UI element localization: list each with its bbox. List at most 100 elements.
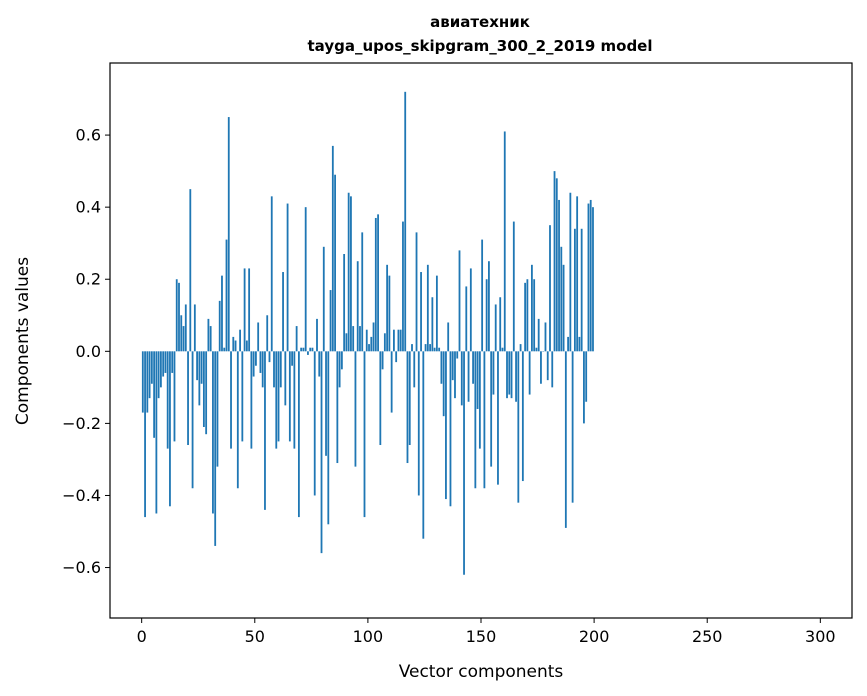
bar	[311, 347, 314, 352]
bar	[309, 347, 312, 352]
bar	[587, 203, 590, 352]
bar	[302, 347, 305, 352]
bar	[506, 351, 508, 399]
bar	[524, 282, 527, 352]
x-tick-label: 100	[353, 627, 384, 646]
bar	[245, 340, 248, 352]
bar	[334, 174, 336, 352]
bar	[573, 228, 576, 352]
bar	[499, 297, 502, 352]
bar	[329, 290, 332, 352]
bar	[236, 351, 239, 489]
bar	[261, 351, 264, 388]
bar	[383, 333, 386, 352]
bar	[512, 221, 515, 352]
bar	[255, 351, 257, 366]
bar	[277, 351, 280, 442]
bar	[497, 351, 499, 485]
bar	[359, 326, 361, 352]
bar	[442, 351, 445, 417]
bar	[354, 351, 357, 467]
bar	[388, 275, 391, 352]
bar	[429, 344, 432, 352]
bar	[288, 351, 291, 442]
bars-group	[141, 91, 594, 575]
bar	[555, 178, 558, 352]
bar	[352, 326, 355, 352]
bar	[456, 351, 459, 359]
bar	[268, 351, 271, 363]
bar	[451, 351, 454, 381]
bar	[345, 333, 348, 352]
bar	[474, 351, 477, 489]
bar	[467, 351, 470, 402]
bar	[162, 351, 165, 377]
bar	[347, 192, 350, 352]
bar	[230, 351, 232, 449]
bar	[225, 239, 228, 352]
bar	[447, 322, 450, 352]
bar	[478, 351, 481, 449]
bar	[316, 318, 318, 352]
bar	[472, 351, 474, 384]
bar	[440, 351, 443, 384]
bar	[200, 351, 203, 384]
bar	[569, 192, 572, 352]
bar	[232, 336, 235, 352]
bar	[264, 351, 266, 510]
bar	[592, 207, 594, 352]
bar	[291, 351, 294, 366]
y-tick-label: −0.6	[62, 558, 101, 577]
bar	[422, 351, 425, 539]
bar	[424, 344, 427, 352]
bar	[381, 351, 384, 370]
bar	[295, 326, 298, 352]
y-tick-label: 0.6	[76, 126, 101, 145]
bar	[189, 189, 192, 352]
bar	[494, 304, 497, 352]
bar	[501, 347, 504, 352]
bar	[567, 336, 569, 352]
bar	[223, 347, 226, 352]
bar	[449, 351, 452, 507]
bar	[327, 351, 330, 525]
x-tick-label: 250	[692, 627, 723, 646]
bar	[395, 351, 398, 363]
bar	[460, 351, 463, 406]
bar	[304, 207, 307, 352]
chart-title-line2: tayga_upos_skipgram_300_2_2019 model	[308, 37, 653, 55]
bar	[325, 351, 327, 456]
bar	[454, 351, 456, 399]
bar	[571, 351, 574, 503]
x-tick-label: 0	[137, 627, 147, 646]
bar	[178, 282, 180, 352]
bar	[141, 351, 144, 413]
bar	[300, 347, 303, 352]
bar	[463, 351, 465, 575]
bar	[248, 268, 251, 352]
bar	[406, 351, 409, 464]
bar	[207, 318, 210, 352]
bar	[546, 351, 549, 381]
bar	[252, 351, 255, 377]
bar	[517, 351, 520, 503]
bar	[282, 272, 284, 352]
bar	[560, 246, 563, 352]
bar	[537, 318, 540, 352]
bar	[157, 351, 160, 399]
bar	[257, 322, 260, 352]
bar	[155, 351, 158, 514]
bar	[377, 214, 379, 352]
bar	[370, 336, 373, 352]
bar	[270, 196, 273, 352]
bar	[259, 351, 262, 373]
bar	[340, 351, 343, 370]
x-tick-label: 50	[245, 627, 265, 646]
bar	[417, 351, 420, 496]
bar	[146, 351, 149, 413]
bar	[279, 351, 282, 388]
bar	[488, 261, 490, 352]
bar	[404, 91, 407, 352]
bar	[361, 232, 364, 352]
